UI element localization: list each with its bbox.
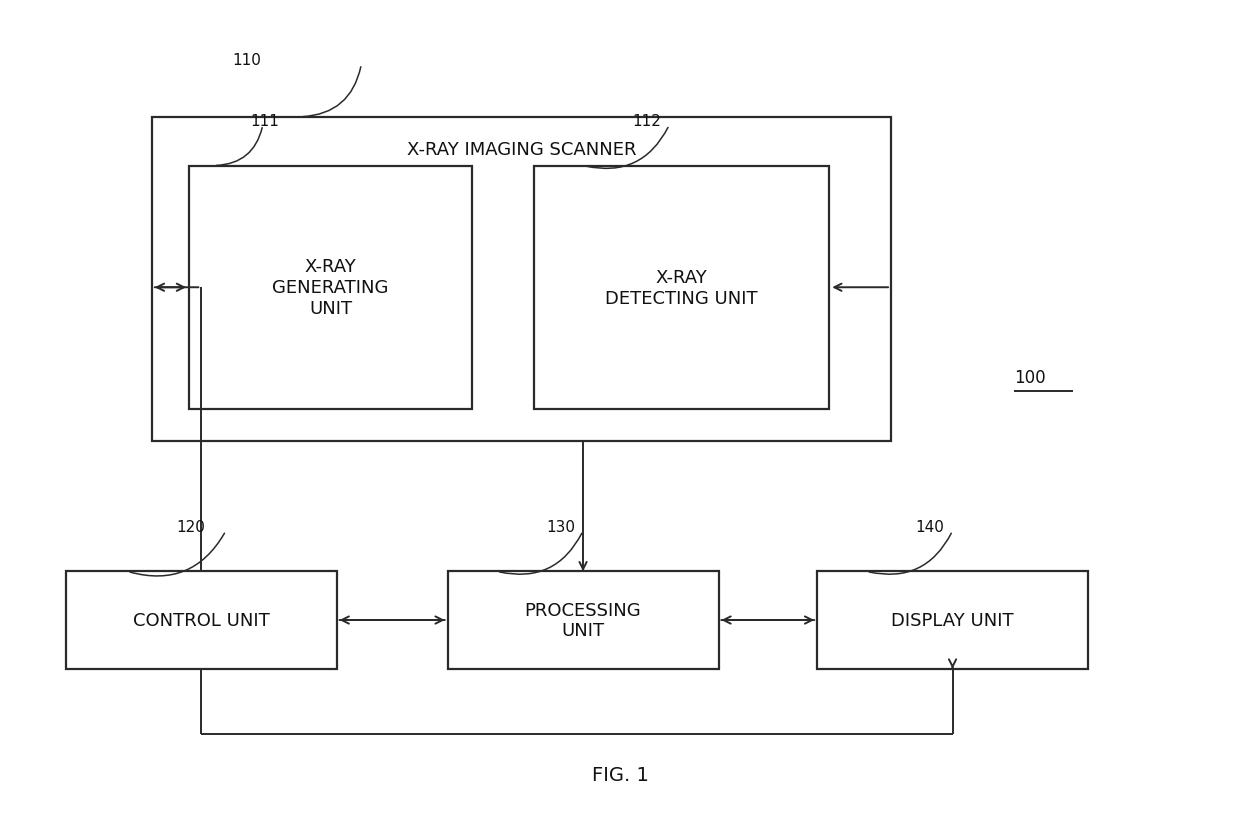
FancyBboxPatch shape: [188, 166, 472, 410]
Text: 111: 111: [250, 114, 279, 129]
FancyBboxPatch shape: [817, 572, 1087, 669]
Text: PROCESSING
UNIT: PROCESSING UNIT: [525, 601, 641, 640]
Text: CONTROL UNIT: CONTROL UNIT: [133, 611, 269, 629]
Text: 100: 100: [1014, 368, 1045, 386]
FancyBboxPatch shape: [153, 118, 892, 442]
Text: 112: 112: [632, 114, 661, 129]
Text: 140: 140: [915, 519, 945, 535]
FancyBboxPatch shape: [448, 572, 718, 669]
Text: 130: 130: [546, 519, 575, 535]
FancyBboxPatch shape: [533, 166, 830, 410]
Text: X-RAY IMAGING SCANNER: X-RAY IMAGING SCANNER: [407, 141, 636, 159]
Text: 120: 120: [176, 519, 206, 535]
Text: 110: 110: [232, 53, 260, 69]
Text: X-RAY
DETECTING UNIT: X-RAY DETECTING UNIT: [605, 269, 758, 307]
Text: FIG. 1: FIG. 1: [591, 765, 649, 784]
Text: DISPLAY UNIT: DISPLAY UNIT: [892, 611, 1014, 629]
Text: X-RAY
GENERATING
UNIT: X-RAY GENERATING UNIT: [273, 258, 389, 318]
FancyBboxPatch shape: [66, 572, 337, 669]
